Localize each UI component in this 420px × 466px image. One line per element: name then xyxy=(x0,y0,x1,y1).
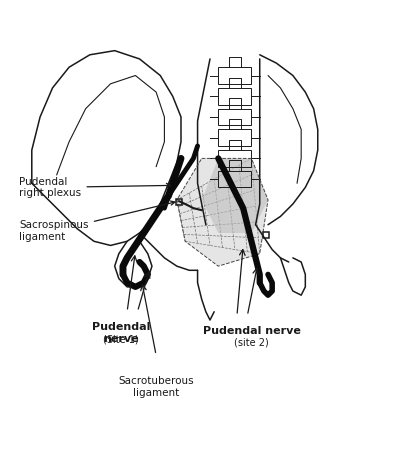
Text: Pudendal nerve: Pudendal nerve xyxy=(202,326,300,336)
Bar xyxy=(176,199,182,205)
Text: Pudendal
right plexus: Pudendal right plexus xyxy=(19,177,171,198)
Polygon shape xyxy=(202,158,268,233)
Text: (site 2): (site 2) xyxy=(234,337,269,348)
Text: Sacrospinous
ligament: Sacrospinous ligament xyxy=(19,201,175,242)
Text: (Site 1): (Site 1) xyxy=(103,335,139,344)
Polygon shape xyxy=(177,158,268,266)
Text: Pudendal
nerve: Pudendal nerve xyxy=(92,322,150,344)
Bar xyxy=(263,232,269,238)
Text: Sacrotuberous
ligament: Sacrotuberous ligament xyxy=(118,376,194,397)
